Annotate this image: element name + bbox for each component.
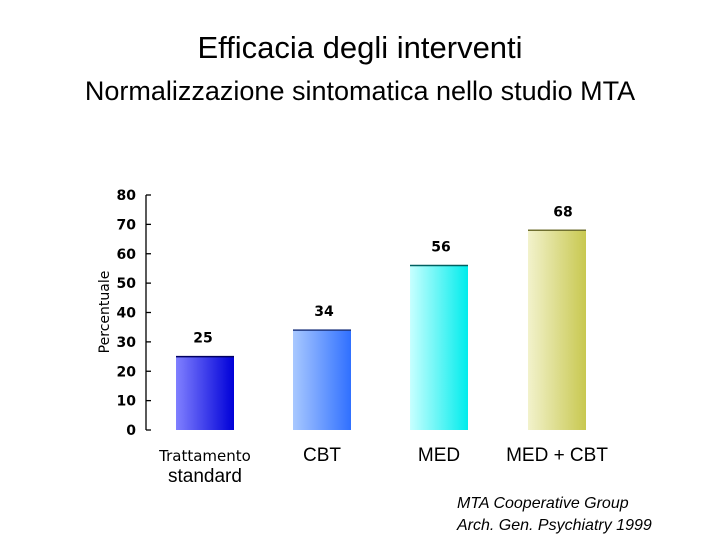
chart-title: Efficacia degli interventi xyxy=(197,30,523,65)
chart-subtitle: Normalizzazione sintomatica nello studio… xyxy=(84,76,636,106)
y-tick-label: 20 xyxy=(117,364,137,380)
x-tick-label-line: Trattamento xyxy=(159,447,251,465)
y-tick-label: 50 xyxy=(117,276,137,292)
x-tick-label-line: MED xyxy=(417,445,461,466)
y-tick-label: 10 xyxy=(117,394,137,410)
y-tick-label: 0 xyxy=(126,423,136,439)
data-label: 25 xyxy=(193,331,212,347)
citation-line-2: Arch. Gen. Psychiatry 1999 xyxy=(457,517,652,534)
x-tick-label: CBT xyxy=(232,445,412,467)
y-tick-label: 60 xyxy=(117,247,137,263)
x-tick-label-line: MED + CBT xyxy=(506,445,608,466)
citation-line-1: MTA Cooperative Group xyxy=(457,495,629,512)
data-label: 34 xyxy=(314,304,334,320)
bar xyxy=(176,356,234,430)
y-tick-label: 80 xyxy=(117,188,137,204)
y-tick-label: 30 xyxy=(117,335,137,351)
x-tick-label: MED xyxy=(349,445,529,467)
x-tick-label: MED + CBT xyxy=(467,445,647,467)
bar xyxy=(293,330,351,430)
y-tick-label: 70 xyxy=(117,217,137,233)
y-axis-label: Percentuale xyxy=(97,271,113,354)
data-label: 68 xyxy=(553,204,572,220)
bar xyxy=(528,230,586,430)
citation: MTA Cooperative Group Arch. Gen. Psychia… xyxy=(457,493,652,537)
x-tick-label: Trattamento standard xyxy=(115,445,295,488)
x-tick-label-line: standard xyxy=(168,466,242,487)
y-tick-label: 40 xyxy=(117,306,137,322)
data-label: 56 xyxy=(431,240,450,256)
x-tick-label-line: CBT xyxy=(303,445,341,466)
bar xyxy=(410,265,468,430)
